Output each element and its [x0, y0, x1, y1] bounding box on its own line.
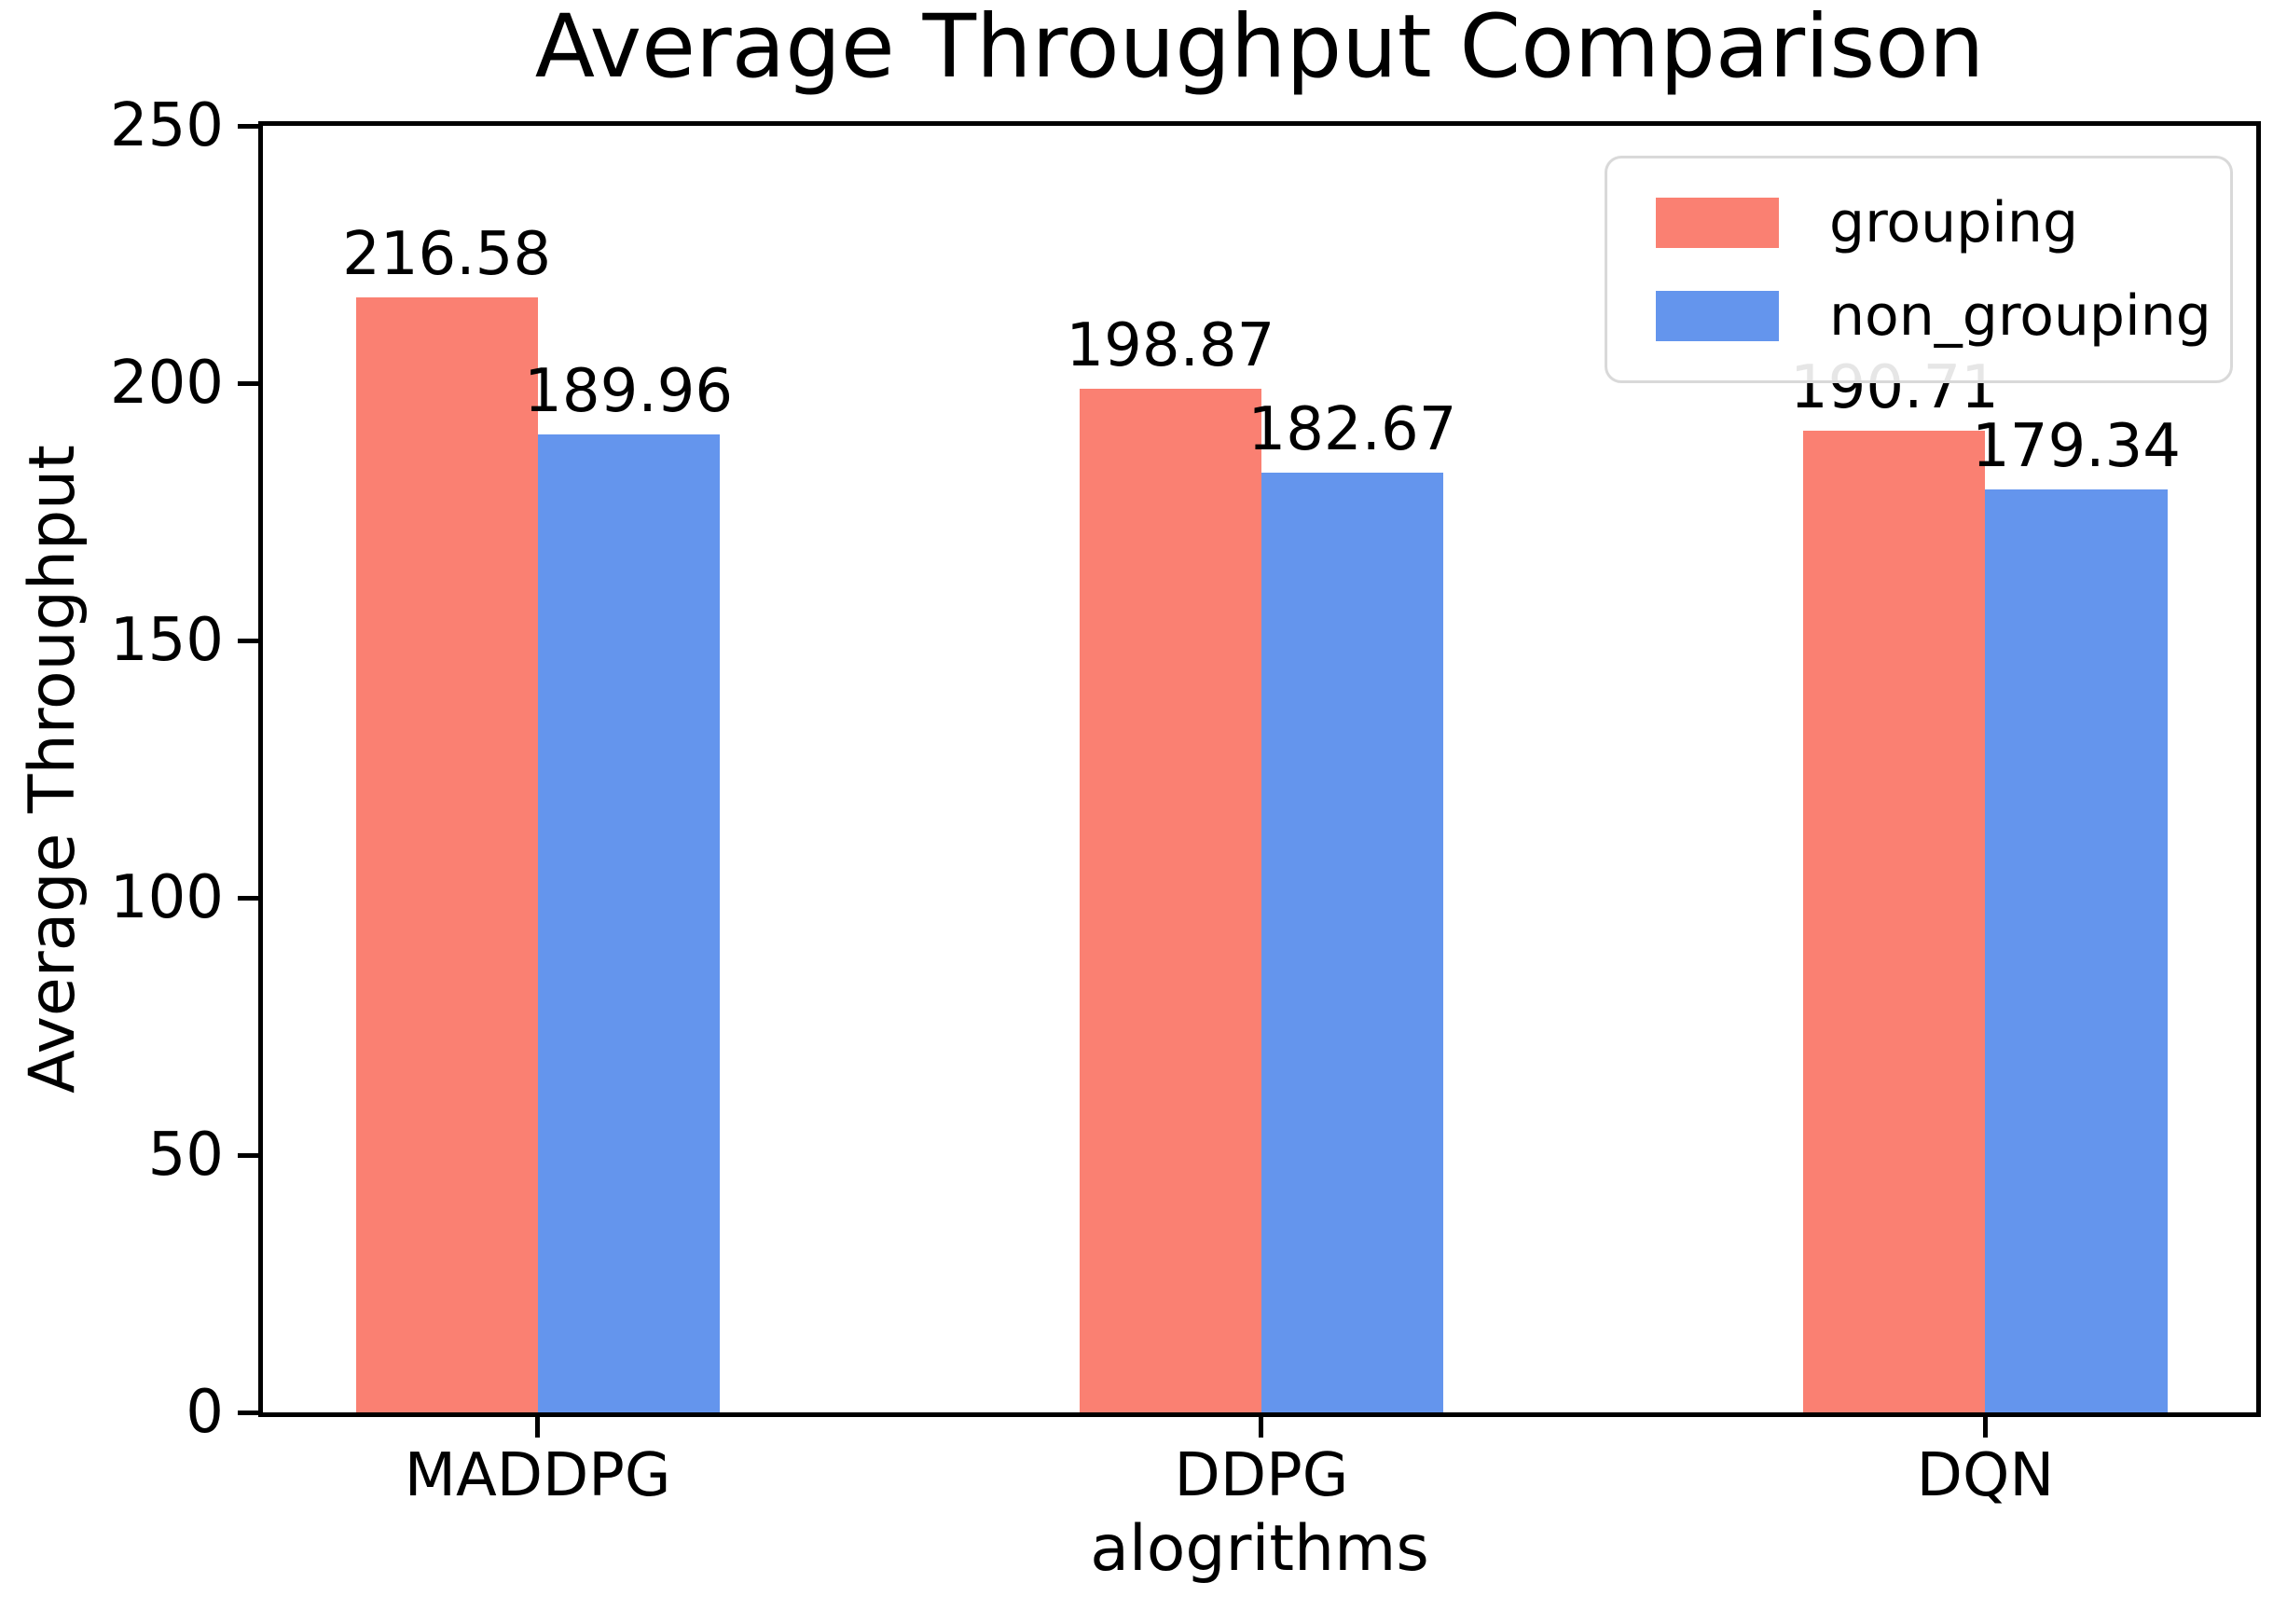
- x-tick-mark-DQN: [1982, 1417, 1988, 1438]
- bar-value-label-grouping-DDPG: 198.87: [1066, 311, 1275, 381]
- x-tick-label-MADDPG: MADDPG: [404, 1441, 671, 1510]
- y-tick-mark-150: [238, 638, 258, 643]
- bar-value-label-non_grouping-DDPG: 182.67: [1247, 394, 1457, 464]
- y-tick-label-50: 50: [147, 1121, 224, 1190]
- bar-grouping-DDPG: [1079, 389, 1261, 1412]
- legend-item-non-grouping: non_grouping: [1656, 285, 2211, 347]
- legend-swatch-grouping: [1656, 198, 1779, 248]
- bar-value-label-grouping-MADDPG: 216.58: [342, 220, 552, 290]
- y-axis-label: Average Throughput: [16, 445, 90, 1094]
- x-tick-mark-DDPG: [1259, 1417, 1264, 1438]
- y-tick-label-0: 0: [186, 1378, 224, 1447]
- bar-non_grouping-MADDPG: [537, 434, 720, 1412]
- chart-title: Average Throughput Comparison: [534, 0, 1985, 98]
- legend-label-grouping: grouping: [1829, 190, 2079, 255]
- y-tick-label-150: 150: [109, 606, 224, 675]
- y-tick-mark-250: [238, 123, 258, 129]
- x-tick-label-DDPG: DDPG: [1174, 1441, 1349, 1510]
- legend-swatch-non-grouping: [1656, 291, 1779, 341]
- bar-grouping-MADDPG: [355, 297, 538, 1412]
- x-tick-mark-MADDPG: [535, 1417, 541, 1438]
- y-tick-mark-200: [238, 380, 258, 386]
- y-tick-mark-50: [238, 1152, 258, 1158]
- bar-non_grouping-DDPG: [1261, 472, 1443, 1412]
- x-tick-label-DQN: DQN: [1916, 1441, 2055, 1510]
- legend: grouping non_grouping: [1605, 156, 2233, 383]
- bar-value-label-non_grouping-DQN: 179.34: [1972, 412, 2181, 482]
- y-tick-label-200: 200: [109, 349, 224, 418]
- x-axis-label: alogrithms: [1090, 1512, 1429, 1586]
- y-tick-mark-100: [238, 895, 258, 901]
- bar-non_grouping-DQN: [1985, 489, 2168, 1412]
- y-tick-label-250: 250: [109, 91, 224, 160]
- legend-label-non-grouping: non_grouping: [1829, 283, 2211, 349]
- y-tick-mark-0: [238, 1410, 258, 1415]
- bar-value-label-non_grouping-MADDPG: 189.96: [524, 357, 734, 427]
- legend-item-grouping: grouping: [1656, 192, 2193, 254]
- bar-grouping-DQN: [1803, 431, 1986, 1412]
- y-tick-label-100: 100: [109, 863, 224, 932]
- plot-area: 216.58 198.87 190.71 189.96 182.67 179.34 0 50…: [110, 96, 2261, 1506]
